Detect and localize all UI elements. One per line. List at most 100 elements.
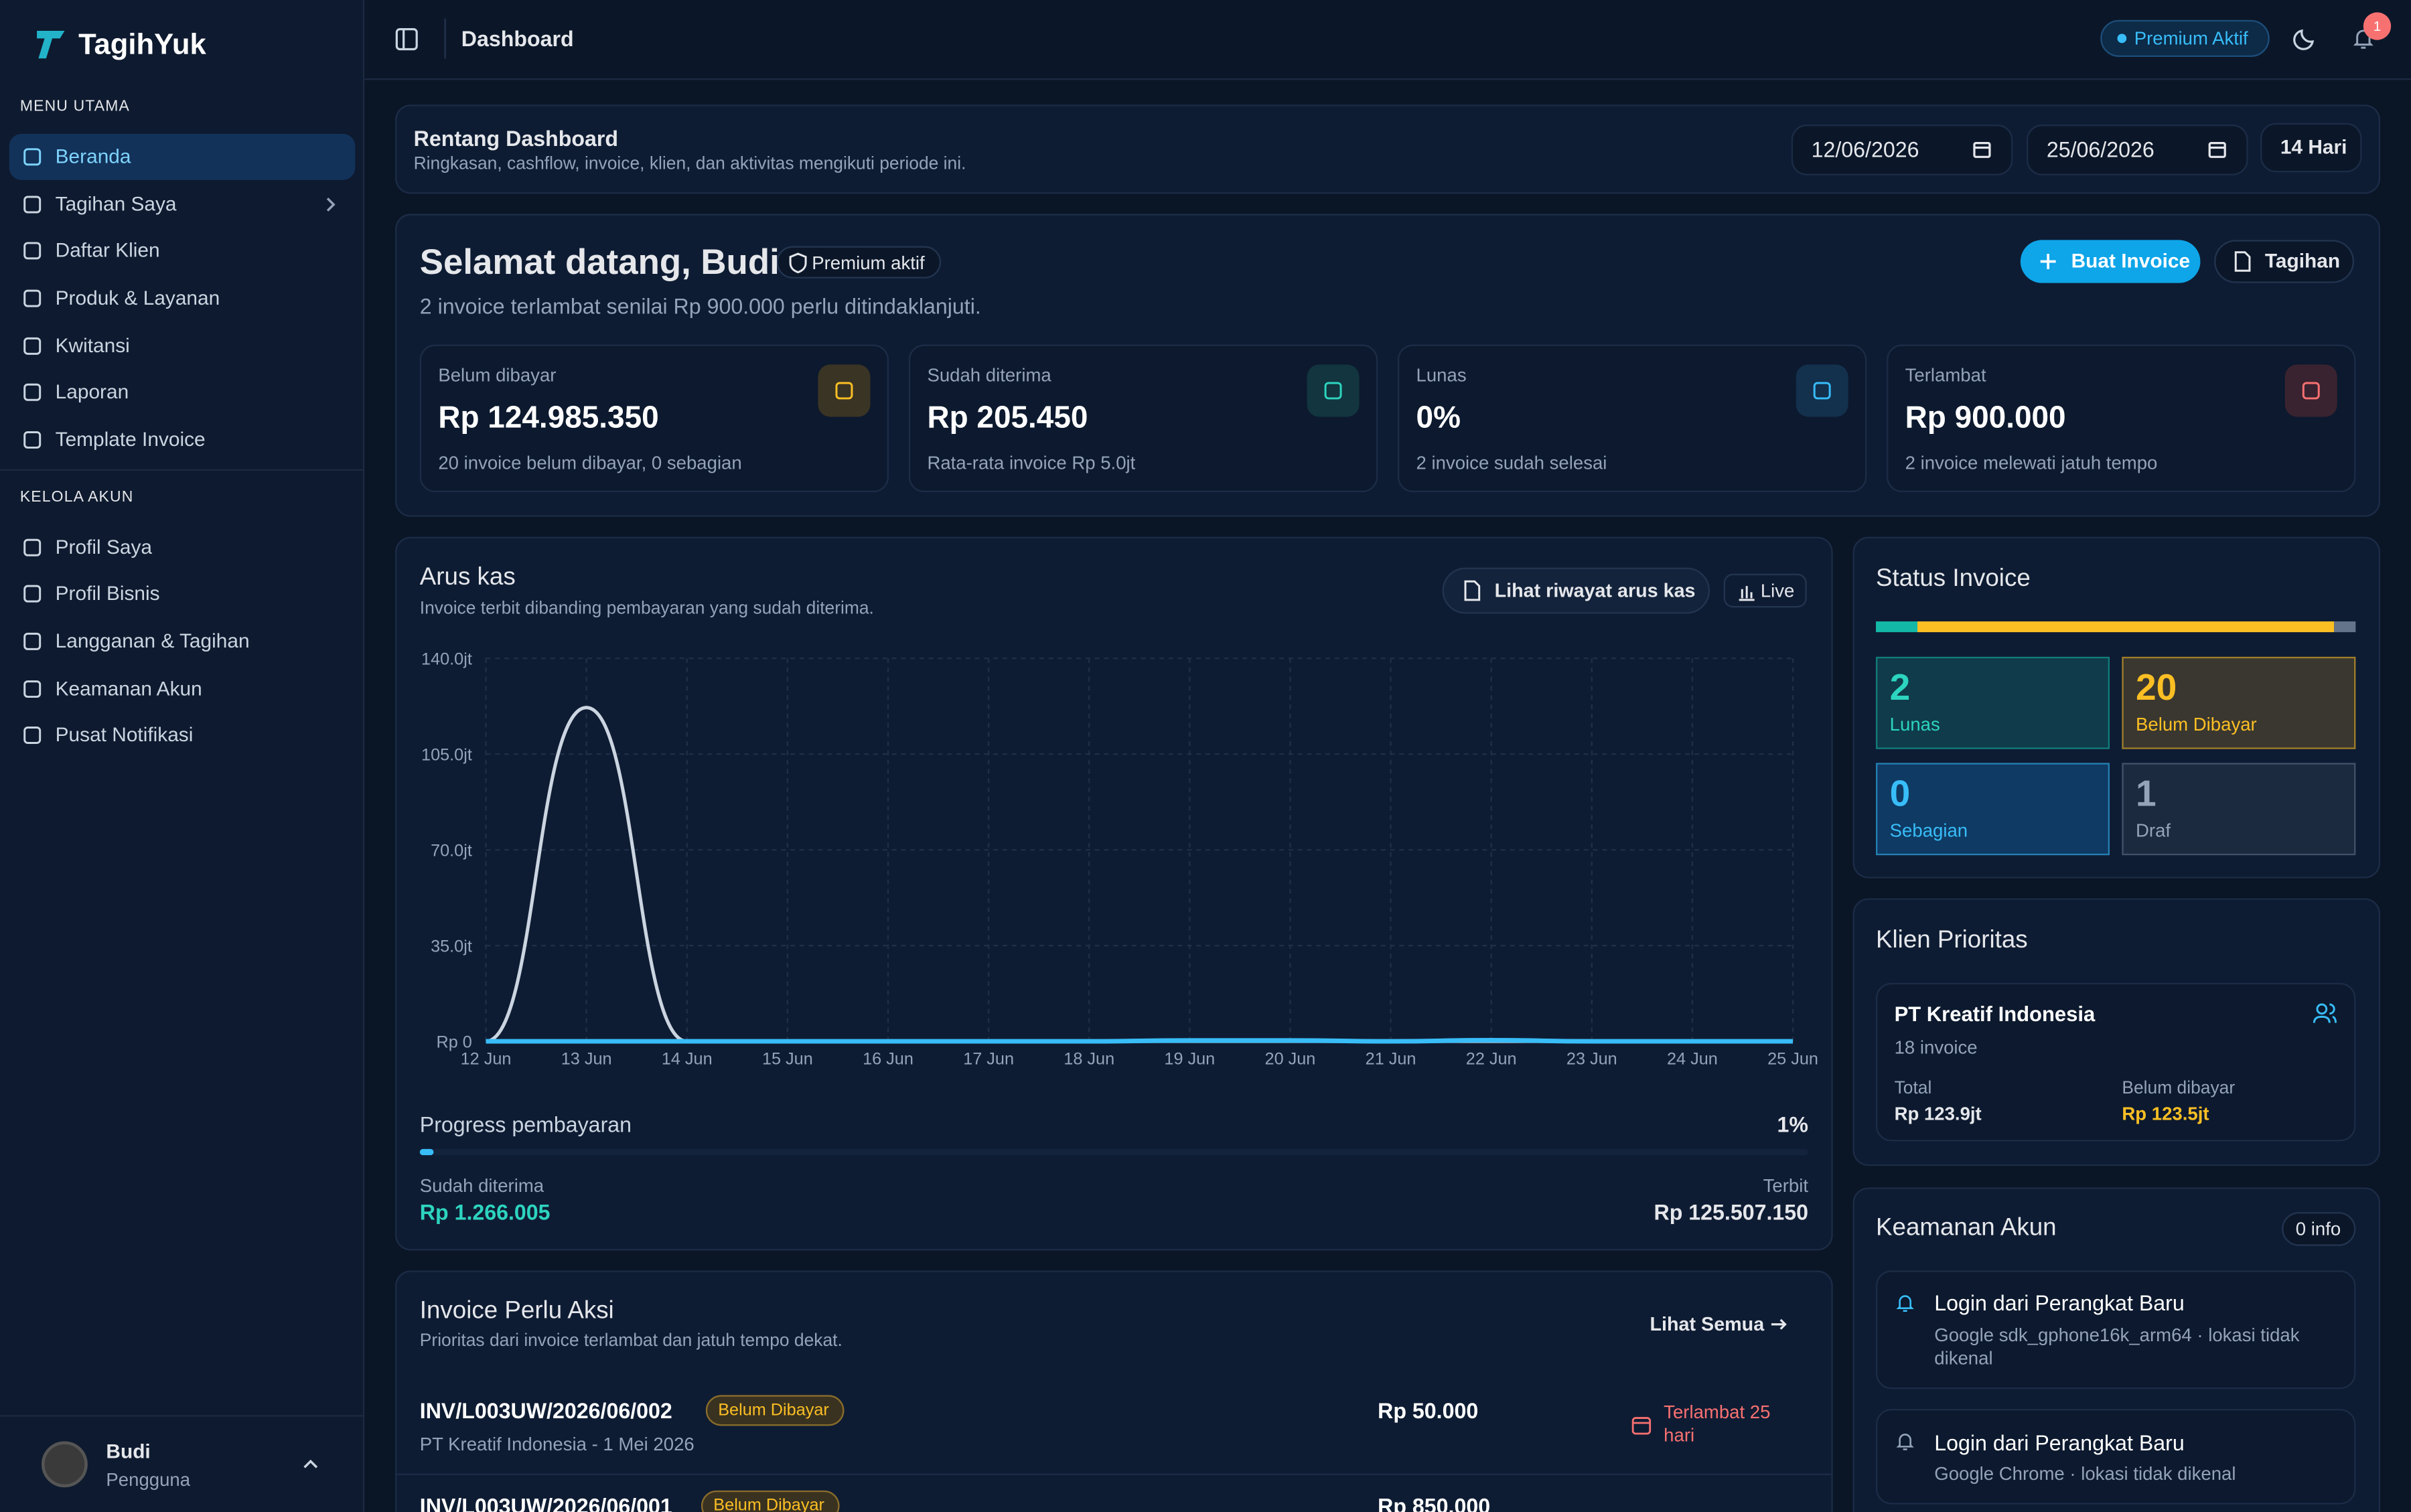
progress-track (419, 1148, 1809, 1156)
status-tile (1876, 763, 2110, 856)
received-label: Sudah diterima (419, 1175, 544, 1197)
date-start[interactable] (1791, 125, 2013, 175)
issued-value: Rp 125.507.150 (1654, 1199, 1809, 1225)
btn-live (1723, 573, 1807, 608)
security-item (1876, 1270, 2356, 1389)
client-count: 18 invoice (1894, 1037, 1978, 1059)
user-name: Budi (106, 1440, 151, 1463)
client-total-label: Total (1894, 1079, 1932, 1099)
issued-label: Terbit (1763, 1175, 1809, 1197)
received-value: Rp 1.266.005 (419, 1199, 551, 1225)
menu-item[interactable]: Daftar Klien (55, 238, 160, 262)
stat-icon-bg (818, 364, 871, 417)
x-tick-label: 15 Jun (762, 1050, 813, 1069)
x-tick-label: 18 Jun (1064, 1050, 1114, 1069)
status-badge (705, 1395, 845, 1426)
y-tick-label: 70.0jt (431, 841, 472, 860)
row-divider (395, 1473, 1833, 1475)
status-count: 1 (2136, 773, 2157, 816)
security-item-title: Login dari Perangkat Baru (1934, 1290, 2185, 1315)
menu-icon (23, 337, 42, 355)
logo-icon (37, 30, 65, 59)
invoice-amount: Rp 850.000 (1378, 1493, 1491, 1512)
sidebar-toggle[interactable] (395, 27, 418, 51)
progress-label: Progress pembayaran (419, 1112, 632, 1137)
calendar-picker[interactable] (2207, 139, 2228, 160)
invoice-id[interactable]: INV/L003UW/2026/06/001 (419, 1493, 672, 1512)
menu-item[interactable]: Tagihan Saya (55, 192, 177, 216)
calendar-picker[interactable] (1971, 139, 1992, 160)
y-tick-label: 35.0jt (431, 937, 472, 956)
stat-icon (2302, 382, 2320, 400)
section-label: KELOLA AKUN (19, 489, 134, 506)
status-title: Status Invoice (1876, 566, 2031, 593)
stat-card (419, 344, 889, 493)
menu-item[interactable]: Beranda (55, 144, 131, 168)
alert-icon (1896, 1434, 1914, 1450)
status-badge-text: Belum Dibayar (713, 1497, 824, 1512)
history-label[interactable]: Lihat riwayat arus kas (1494, 579, 1696, 602)
range-title: Rentang Dashboard (413, 126, 618, 151)
menu-icon (23, 148, 42, 166)
menu-item[interactable]: Keamanan Akun (55, 676, 202, 700)
cashflow-title: Arus kas (419, 564, 516, 591)
btn-bills[interactable] (2214, 240, 2355, 283)
stat-note: 20 invoice belum dibayar, 0 sebagian (438, 452, 742, 474)
x-tick-label: 12 Jun (461, 1050, 512, 1069)
stat-icon (1813, 382, 1831, 400)
stat-label: Sudah diterima (927, 364, 1051, 386)
topbar (364, 0, 2411, 80)
premium-label: Premium Aktif (2134, 27, 2248, 50)
status-tile (2122, 656, 2356, 749)
badge-dot (2117, 33, 2127, 44)
section-label: MENU UTAMA (19, 98, 130, 116)
client-unpaid: Rp 123.5jt (2122, 1102, 2209, 1125)
shield-icon (789, 252, 807, 274)
x-tick-label: 24 Jun (1667, 1050, 1718, 1069)
sidebar-divider (0, 1415, 365, 1417)
theme-toggle[interactable] (2292, 26, 2317, 51)
arrow-icon (1771, 1318, 1787, 1330)
cashflow-card (395, 536, 1833, 1251)
actions-card (395, 1270, 1833, 1512)
doc-icon (1464, 580, 1481, 601)
btn-history[interactable] (1442, 567, 1710, 614)
menu-icon (23, 680, 42, 698)
status-count: 2 (1889, 667, 1911, 709)
invoice-client: PT Kreatif Indonesia - 1 Mei 2026 (419, 1433, 695, 1456)
status-label: Lunas (1889, 713, 1940, 735)
status-count: 20 (2136, 667, 2177, 709)
stat-value: Rp 205.450 (927, 401, 1088, 436)
x-tick-label: 14 Jun (662, 1050, 713, 1069)
stat-card (908, 344, 1378, 493)
doc-icon (2234, 251, 2251, 272)
avatar (41, 1441, 88, 1488)
menu-item[interactable]: Langganan & Tagihan (55, 629, 250, 652)
security-item-detail: Google Chrome · lokasi tidak dikenal (1934, 1462, 2236, 1485)
stat-icon-bg (2284, 364, 2337, 417)
welcome-title: Selamat datang, Budi (419, 241, 780, 282)
menu-item[interactable]: Profil Bisnis (55, 581, 160, 605)
invoice-id[interactable]: INV/L003UW/2026/06/002 (419, 1398, 672, 1423)
notif-dot (2363, 12, 2392, 40)
view-all-link[interactable]: Lihat Semua (1650, 1313, 1765, 1335)
menu-item[interactable]: Pusat Notifikasi (55, 723, 194, 747)
x-tick-label: 20 Jun (1265, 1050, 1316, 1069)
menu-icon (23, 196, 42, 214)
live-label: Live (1760, 579, 1795, 602)
menu-icon (23, 289, 42, 307)
menu-item[interactable]: Profil Saya (55, 535, 153, 558)
menu-item[interactable]: Kwitansi (55, 333, 130, 357)
x-tick-label: 19 Jun (1164, 1050, 1215, 1069)
info-badge (2282, 1212, 2356, 1246)
date-end-text: 25/06/2026 (2046, 137, 2154, 162)
date-end[interactable] (2027, 125, 2248, 175)
x-tick-label: 22 Jun (1466, 1050, 1517, 1069)
menu-item[interactable]: Produk & Layanan (55, 286, 220, 309)
menu-item[interactable]: Laporan (55, 380, 129, 403)
menu-item[interactable]: Template Invoice (55, 427, 206, 451)
series-line (486, 706, 1794, 1043)
chevron-up (303, 1459, 318, 1468)
stat-icon (1324, 382, 1342, 400)
